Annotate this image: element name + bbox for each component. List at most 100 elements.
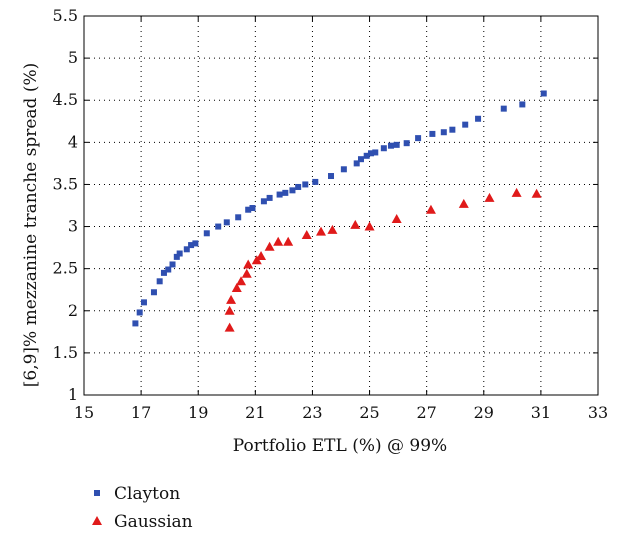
y-tick-label: 2	[68, 301, 78, 320]
data-point-gaussian	[236, 276, 247, 286]
x-tick-label: 15	[74, 403, 94, 422]
data-point-gaussian	[224, 305, 235, 315]
series-layer	[132, 90, 547, 332]
x-tick-labels: 15 17 19 21 23 25 27 29 31 33	[74, 403, 608, 422]
y-tick-label: 2.5	[53, 259, 78, 278]
data-point-clayton	[260, 198, 267, 205]
data-point-clayton	[176, 250, 183, 257]
legend-label-clayton: Clayton	[114, 484, 180, 504]
data-point-clayton	[462, 121, 469, 128]
y-tick-label: 5.5	[53, 6, 78, 25]
data-point-clayton	[440, 129, 447, 136]
y-tick-label: 5	[68, 48, 78, 67]
data-point-clayton	[357, 156, 364, 163]
x-tick-label: 19	[188, 403, 208, 422]
data-point-gaussian	[273, 236, 284, 246]
data-point-gaussian	[241, 268, 252, 278]
data-point-clayton	[132, 320, 139, 327]
data-point-gaussian	[458, 198, 469, 208]
data-point-clayton	[188, 242, 195, 249]
y-tick-label: 4.5	[53, 90, 78, 109]
y-tick-label: 3.5	[53, 174, 78, 193]
x-tick-label: 23	[302, 403, 322, 422]
data-point-gaussian	[243, 259, 254, 269]
data-point-gaussian	[531, 188, 542, 198]
x-tick-label: 25	[359, 403, 379, 422]
y-tick-labels: 1 1.5 2 2.5 3 3.5 4 4.5 5 5.5	[53, 6, 78, 404]
data-point-clayton	[215, 223, 222, 230]
data-point-clayton	[540, 90, 547, 97]
data-point-clayton	[367, 150, 374, 157]
y-tick-label: 3	[68, 217, 78, 236]
data-point-gaussian	[283, 236, 294, 246]
data-point-clayton	[173, 253, 180, 260]
x-tick-label: 21	[245, 403, 265, 422]
data-point-gaussian	[264, 241, 275, 251]
x-axis-label: Portfolio ETL (%) @ 99%	[233, 436, 447, 456]
data-point-gaussian	[231, 283, 242, 293]
data-point-gaussian	[350, 219, 361, 229]
data-point-clayton	[282, 189, 289, 196]
data-point-gaussian	[364, 221, 375, 231]
data-point-gaussian	[327, 224, 338, 234]
data-point-gaussian	[316, 226, 327, 236]
x-tick-label: 17	[131, 403, 151, 422]
data-point-gaussian	[484, 192, 495, 202]
data-point-clayton	[136, 309, 143, 316]
data-point-clayton	[203, 230, 210, 237]
data-point-clayton	[192, 240, 199, 247]
x-tick-label: 27	[416, 403, 436, 422]
data-point-clayton	[500, 105, 507, 112]
data-point-gaussian	[425, 204, 436, 214]
data-point-clayton	[302, 181, 309, 188]
series-clayton	[132, 90, 547, 327]
data-point-clayton	[183, 246, 190, 253]
data-point-gaussian	[391, 213, 402, 223]
data-point-clayton	[403, 140, 410, 147]
data-point-clayton	[429, 130, 436, 137]
axis-ticks	[83, 15, 599, 396]
legend-marker-clayton	[94, 490, 100, 496]
data-point-clayton	[235, 214, 242, 221]
data-point-clayton	[295, 183, 302, 190]
data-point-clayton	[245, 206, 252, 213]
data-point-clayton	[372, 149, 379, 156]
data-point-clayton	[223, 219, 230, 226]
data-point-clayton	[519, 101, 526, 108]
data-point-clayton	[150, 289, 157, 296]
data-point-clayton	[160, 269, 167, 276]
data-point-clayton	[387, 142, 394, 149]
plot-frame	[83, 15, 599, 396]
data-point-clayton	[363, 152, 370, 159]
data-point-clayton	[276, 191, 283, 198]
data-point-clayton	[415, 135, 422, 142]
data-point-clayton	[393, 141, 400, 148]
data-point-clayton	[312, 178, 319, 185]
series-gaussian	[224, 187, 542, 332]
data-point-gaussian	[256, 251, 267, 261]
data-point-clayton	[289, 187, 296, 194]
data-point-clayton	[328, 173, 335, 180]
legend-marker-gaussian	[92, 516, 102, 525]
grid-lines	[84, 16, 598, 395]
data-point-clayton	[140, 299, 147, 306]
data-point-clayton	[340, 166, 347, 173]
x-tick-label: 33	[588, 403, 608, 422]
y-tick-label: 1.5	[53, 343, 78, 362]
data-point-clayton	[156, 278, 163, 285]
data-point-gaussian	[226, 294, 237, 304]
legend: Clayton Gaussian	[92, 484, 193, 532]
x-tick-label: 31	[531, 403, 551, 422]
data-point-clayton	[353, 160, 360, 167]
data-point-clayton	[266, 194, 273, 201]
data-point-clayton	[475, 115, 482, 122]
y-axis-label: [6,9]% mezzanine tranche spread (%)	[21, 63, 41, 388]
data-point-gaussian	[224, 322, 235, 332]
data-point-clayton	[449, 126, 456, 133]
y-tick-label: 1	[68, 385, 78, 404]
x-tick-label: 29	[474, 403, 494, 422]
data-point-clayton	[169, 261, 176, 268]
data-point-clayton	[249, 205, 256, 212]
data-point-clayton	[165, 266, 172, 273]
